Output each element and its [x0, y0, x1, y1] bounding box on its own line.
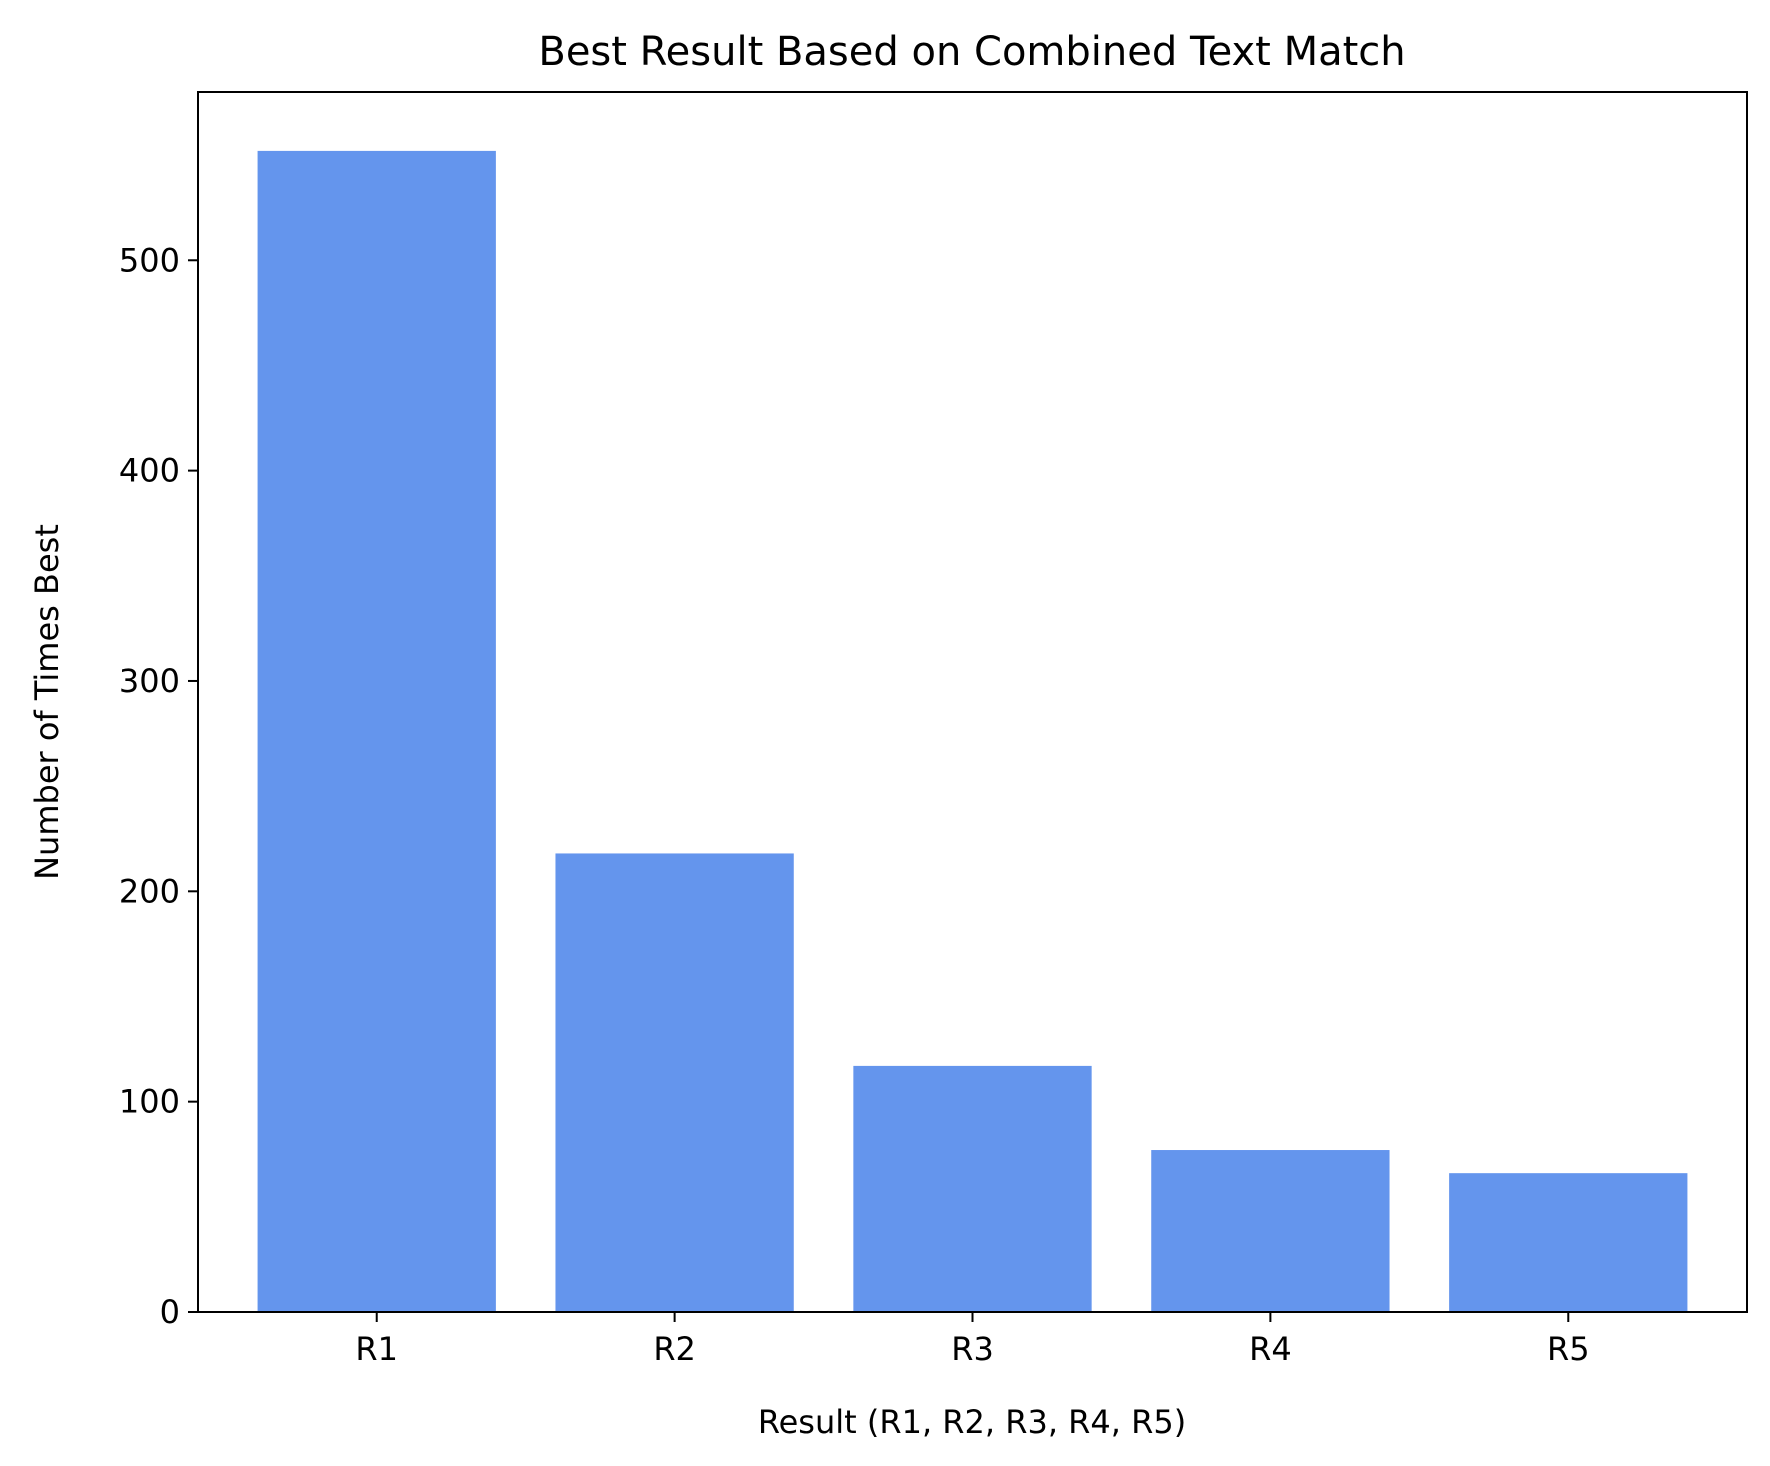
- y-axis-label: Number of Times Best: [28, 524, 66, 880]
- bar-r3: [853, 1065, 1092, 1312]
- bar-r2: [555, 853, 794, 1312]
- x-tick-label: R2: [653, 1330, 696, 1368]
- y-tick-label: 400: [119, 452, 180, 490]
- y-tick-label: 0: [160, 1293, 180, 1331]
- x-tick-label: R1: [355, 1330, 398, 1368]
- y-tick-label: 100: [119, 1083, 180, 1121]
- y-tick-label: 500: [119, 241, 180, 279]
- chart-title: Best Result Based on Combined Text Match: [538, 29, 1405, 75]
- y-tick-label: 200: [119, 872, 180, 910]
- x-axis-ticks: R1 R2 R3 R4 R5: [355, 1312, 1590, 1368]
- bar-r1: [257, 150, 496, 1313]
- y-tick-label: 300: [119, 662, 180, 700]
- plot-frame: [197, 91, 1748, 1313]
- bar-r5: [1449, 1173, 1688, 1312]
- x-axis-label: Result (R1, R2, R3, R4, R5): [758, 1403, 1186, 1441]
- x-tick-label: R3: [951, 1330, 994, 1368]
- y-axis-ticks: 0 100 200 300 400 500: [119, 241, 198, 1331]
- x-tick-label: R5: [1547, 1330, 1590, 1368]
- x-tick-label: R4: [1249, 1330, 1292, 1368]
- bars-group: [257, 150, 1688, 1313]
- bar-r4: [1151, 1150, 1390, 1312]
